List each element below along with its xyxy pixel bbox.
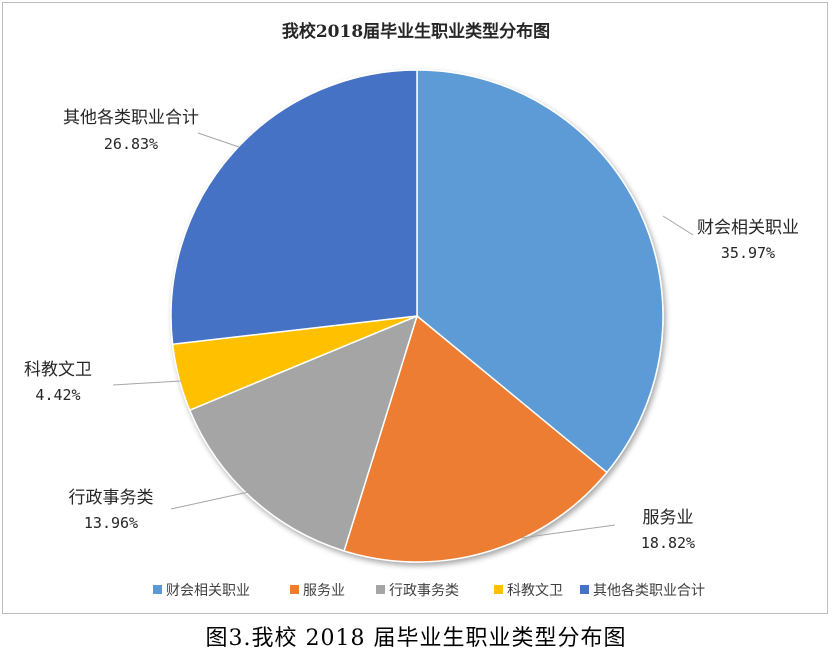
leader-line-financial bbox=[662, 215, 694, 236]
data-labels: 财会相关职业 35.97% 服务业 18.82% 行政事务类 13.96% 科教文卫 4.42… bbox=[24, 108, 799, 552]
data-label-name-financial: 财会相关职业 bbox=[697, 218, 799, 238]
legend-swatch-other bbox=[580, 585, 589, 594]
pie-slices bbox=[170, 69, 664, 563]
leader-line-other bbox=[197, 132, 240, 148]
data-label-value-administrative: 13.96% bbox=[84, 514, 138, 532]
legend-swatch-education bbox=[494, 585, 503, 594]
leader-line-education bbox=[112, 380, 182, 386]
chart-frame: 我校2018届毕业生职业类型分布图 财会相关职业 35.97% 服务业 18.82% 行… bbox=[2, 2, 828, 614]
data-label-value-other: 26.83% bbox=[104, 135, 158, 153]
leader-lines bbox=[112, 132, 694, 539]
chart-title: 我校2018届毕业生职业类型分布图 bbox=[282, 21, 550, 42]
data-label-value-service: 18.82% bbox=[641, 534, 695, 552]
legend-swatch-service bbox=[290, 585, 299, 594]
legend-label-other: 其他各类职业合计 bbox=[593, 583, 705, 599]
leader-line-service bbox=[520, 524, 616, 539]
pie-slice-other bbox=[170, 69, 418, 346]
legend-label-education: 科教文卫 bbox=[507, 583, 563, 599]
legend-label-financial: 财会相关职业 bbox=[166, 583, 250, 599]
data-label-name-administrative: 行政事务类 bbox=[69, 488, 154, 508]
pie-slice-financial bbox=[416, 69, 664, 474]
data-label-name-service: 服务业 bbox=[643, 508, 694, 528]
legend-swatch-financial bbox=[153, 585, 162, 594]
legend-label-service: 服务业 bbox=[303, 583, 345, 599]
data-label-name-education: 科教文卫 bbox=[24, 360, 92, 380]
pie-slice-service bbox=[343, 314, 608, 563]
data-label-name-other: 其他各类职业合计 bbox=[63, 108, 199, 128]
legend: 财会相关职业 服务业 行政事务类 科教文卫 其他各类职业合计 bbox=[153, 583, 705, 599]
data-label-value-education: 4.42% bbox=[35, 386, 80, 404]
legend-label-administrative: 行政事务类 bbox=[389, 583, 459, 599]
legend-swatch-administrative bbox=[376, 585, 385, 594]
pie-chart: 我校2018届毕业生职业类型分布图 财会相关职业 35.97% 服务业 18.82% 行… bbox=[24, 21, 799, 599]
data-label-value-financial: 35.97% bbox=[721, 244, 775, 262]
figure-caption: 图3.我校 2018 届毕业生职业类型分布图 bbox=[205, 626, 627, 651]
leader-line-administrative bbox=[170, 490, 254, 510]
